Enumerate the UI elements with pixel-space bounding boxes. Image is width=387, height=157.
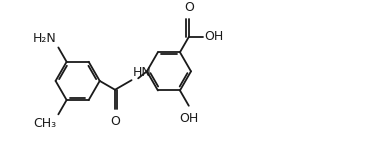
Text: HN: HN xyxy=(133,66,152,79)
Text: OH: OH xyxy=(204,30,223,43)
Text: CH₃: CH₃ xyxy=(33,117,57,130)
Text: H₂N: H₂N xyxy=(33,32,57,45)
Text: O: O xyxy=(184,1,194,14)
Text: OH: OH xyxy=(179,112,199,125)
Text: O: O xyxy=(110,116,120,128)
